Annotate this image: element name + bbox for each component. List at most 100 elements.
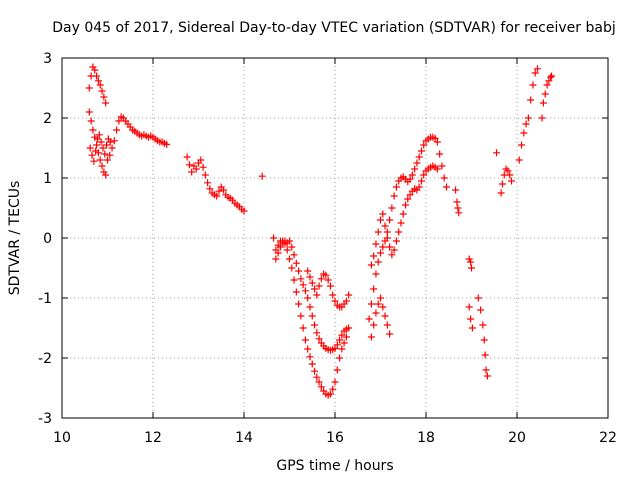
y-tick-label: 0 — [43, 231, 52, 247]
data-point — [331, 344, 339, 352]
data-point — [508, 177, 516, 185]
data-point — [402, 201, 410, 209]
data-point — [524, 114, 532, 122]
y-tick-label: 2 — [43, 111, 52, 127]
data-point — [329, 385, 337, 393]
data-point — [386, 216, 394, 224]
data-point — [367, 261, 375, 269]
data-point — [411, 165, 419, 173]
series-rise-a — [365, 133, 450, 323]
data-point — [326, 282, 334, 290]
data-point — [290, 276, 298, 284]
data-point — [110, 137, 118, 145]
data-point — [377, 294, 384, 302]
data-point — [379, 243, 387, 251]
data-point — [93, 135, 101, 143]
data-point — [306, 353, 314, 361]
data-point — [539, 99, 547, 107]
data-point — [96, 156, 104, 164]
data-point — [297, 275, 305, 283]
data-point — [498, 180, 506, 188]
data-point — [383, 321, 391, 329]
data-point — [311, 367, 319, 375]
data-point — [329, 291, 337, 299]
data-point — [95, 131, 103, 139]
data-point — [338, 331, 346, 339]
data-point — [98, 87, 106, 95]
data-point — [467, 258, 475, 266]
data-point — [104, 156, 111, 164]
data-point — [420, 171, 428, 179]
data-point — [381, 312, 389, 320]
data-point — [292, 288, 300, 296]
series-end-c — [538, 72, 556, 122]
series-end-b — [515, 65, 541, 164]
data-point — [92, 147, 100, 155]
data-point — [87, 117, 95, 125]
data-point — [406, 175, 414, 183]
data-point — [520, 129, 528, 137]
data-point — [480, 336, 488, 344]
data-point — [465, 303, 473, 311]
data-point — [406, 191, 414, 199]
data-point — [299, 281, 307, 289]
data-point — [522, 120, 530, 128]
data-point — [497, 189, 505, 197]
data-point — [331, 378, 339, 386]
data-point — [322, 271, 330, 279]
data-point — [543, 81, 551, 89]
data-point — [504, 167, 512, 175]
data-point — [89, 126, 97, 134]
data-point — [381, 222, 389, 230]
data-point — [370, 285, 378, 293]
data-point — [308, 312, 316, 320]
y-axis-label: SDTVAR / TECUs — [7, 181, 23, 296]
data-point — [283, 246, 291, 254]
data-point — [311, 285, 319, 293]
data-point — [493, 149, 501, 157]
data-point — [297, 312, 305, 320]
data-point — [372, 270, 380, 278]
series-dip-upper — [270, 234, 353, 354]
data-point — [315, 378, 323, 386]
data-point — [308, 279, 316, 287]
y-tick-label: 1 — [43, 171, 52, 187]
y-tick-label: -2 — [38, 351, 52, 367]
data-point — [301, 287, 309, 295]
data-point — [468, 324, 476, 332]
data-point — [415, 153, 423, 161]
data-point — [383, 228, 391, 236]
data-point — [336, 336, 344, 344]
data-point — [529, 81, 537, 89]
x-tick-label: 22 — [599, 430, 617, 446]
series-main-b — [183, 153, 248, 215]
data-point — [433, 138, 441, 146]
data-point — [365, 315, 373, 323]
data-point — [295, 267, 303, 275]
x-tick-label: 18 — [417, 430, 435, 446]
data-point — [163, 140, 171, 148]
data-point — [301, 336, 309, 344]
data-point — [201, 171, 209, 179]
data-point — [333, 341, 341, 349]
data-point — [286, 255, 293, 263]
data-point — [336, 354, 344, 362]
data-point — [99, 144, 107, 152]
data-point — [374, 300, 382, 308]
data-point — [345, 324, 353, 332]
data-point — [103, 141, 111, 149]
data-point — [431, 134, 439, 142]
data-point — [399, 210, 407, 218]
data-point — [94, 77, 102, 85]
data-point — [313, 373, 321, 381]
data-point — [101, 150, 109, 158]
data-point — [188, 168, 196, 176]
data-point — [404, 195, 412, 203]
data-point — [390, 246, 398, 254]
data-point — [533, 65, 541, 73]
data-point — [370, 321, 378, 329]
data-point — [372, 309, 380, 317]
series-dip-middle — [304, 267, 353, 311]
data-point — [102, 171, 110, 179]
